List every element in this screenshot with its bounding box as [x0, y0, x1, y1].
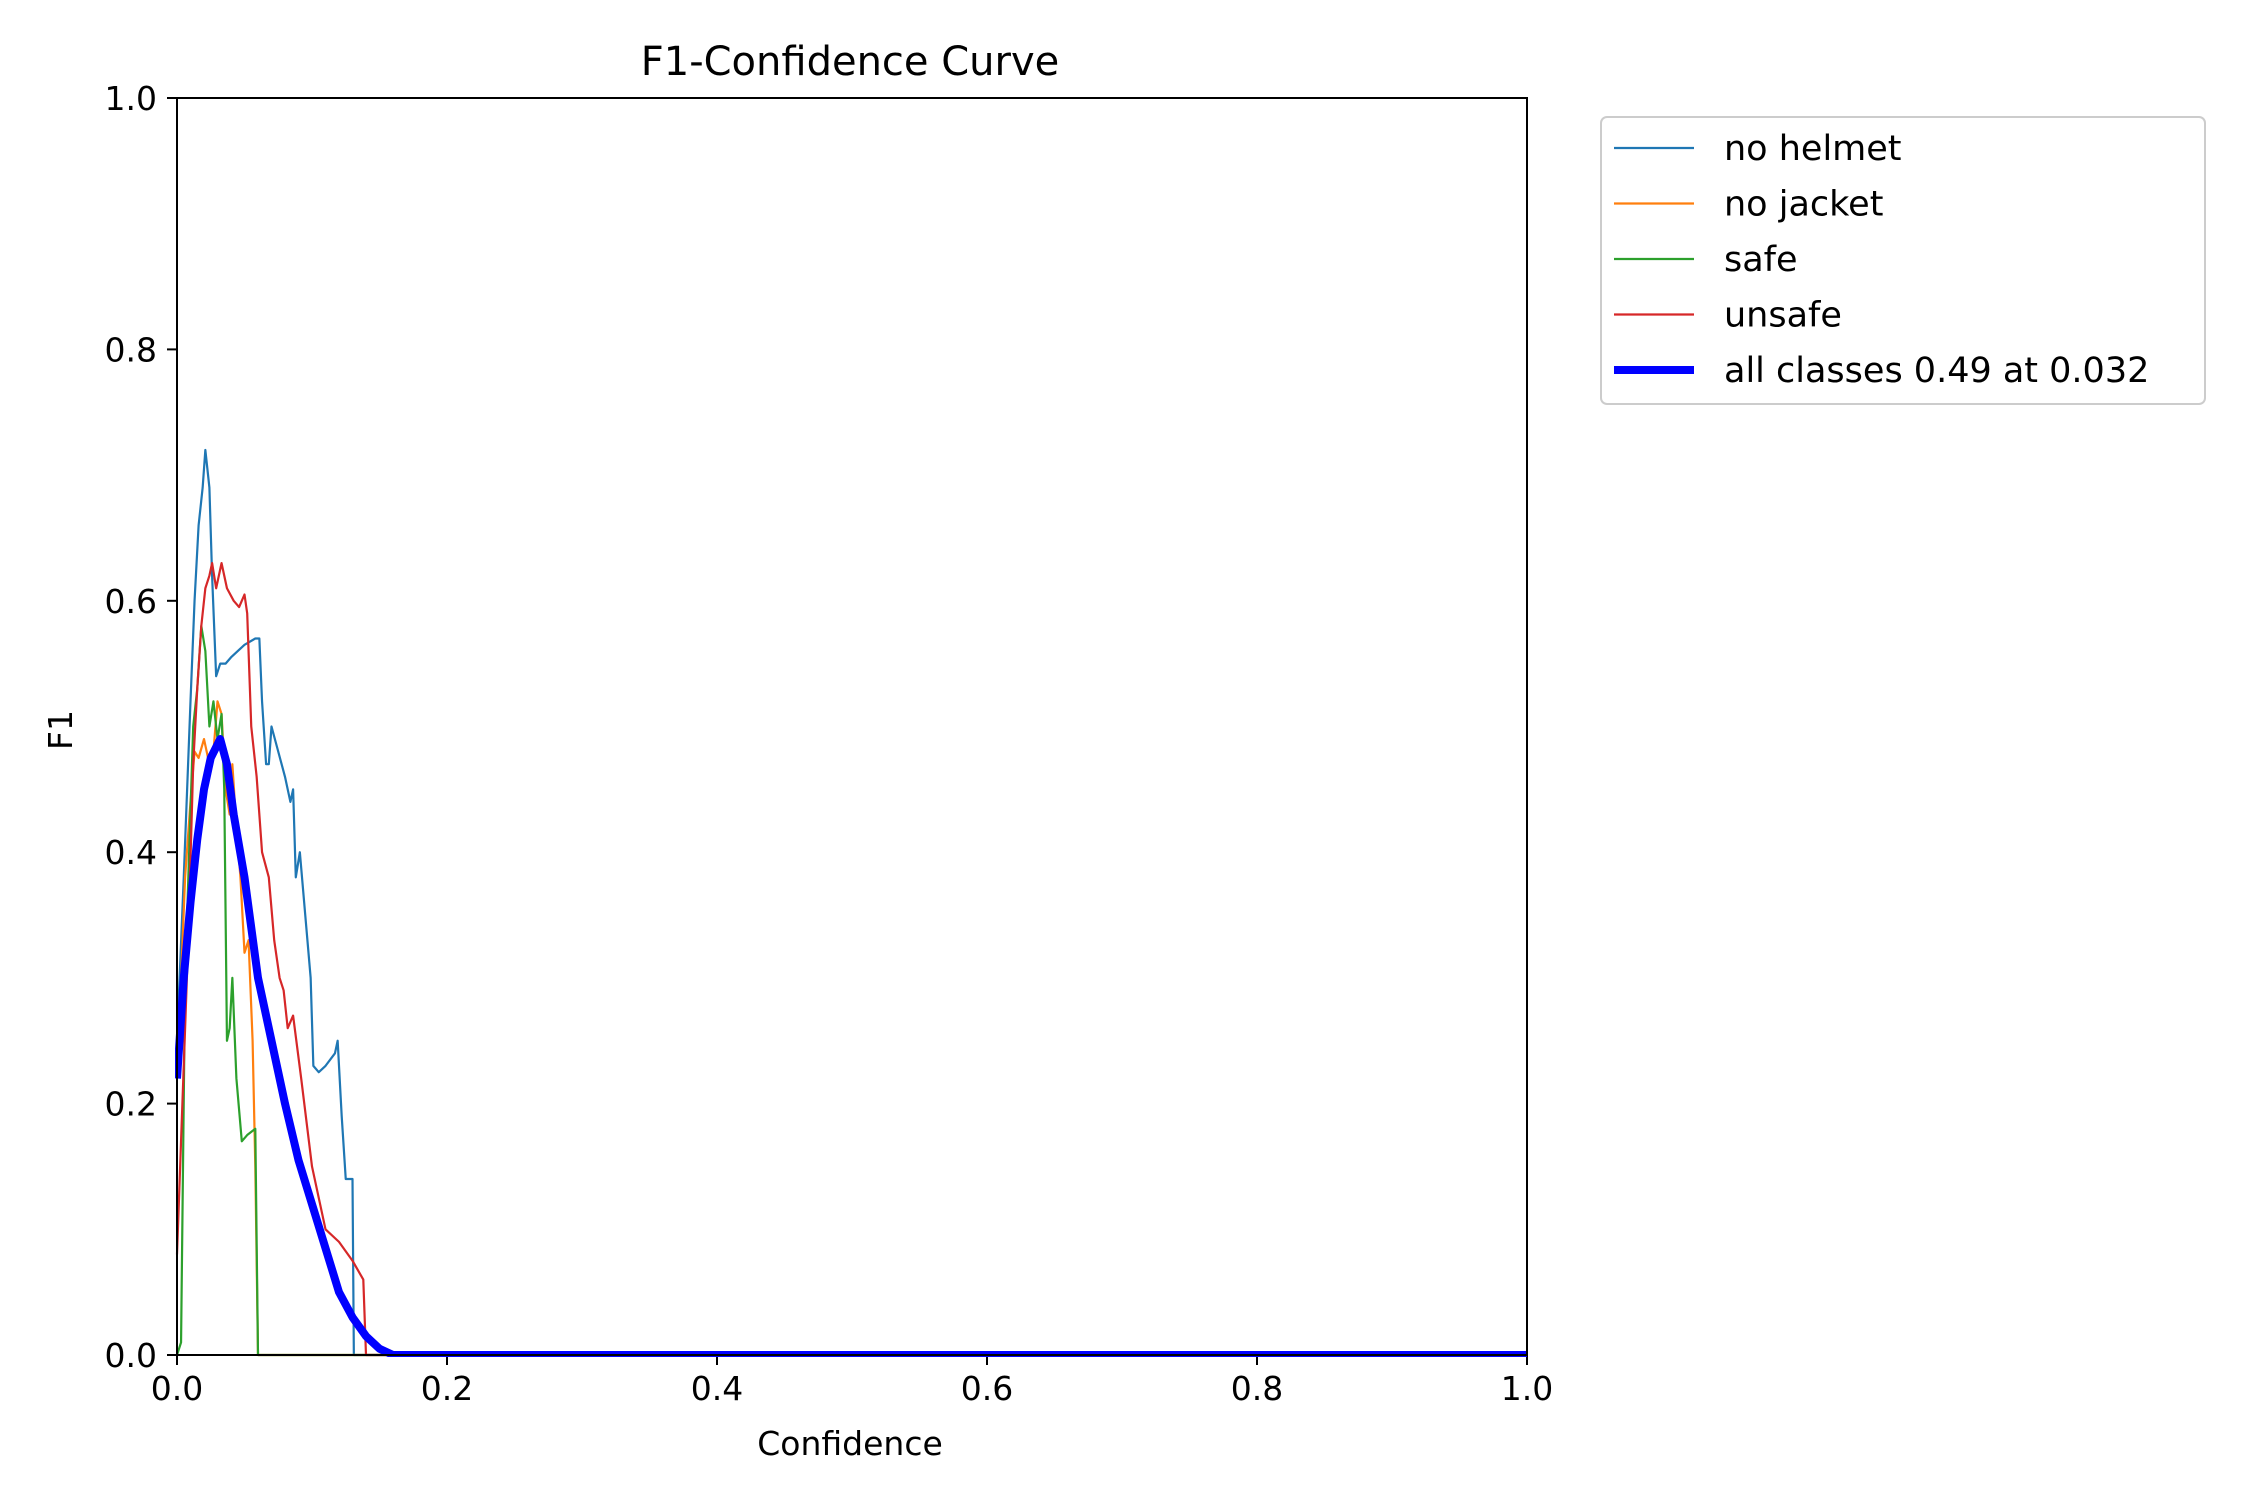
x-tick-label: 0.6	[961, 1369, 1013, 1408]
legend: no helmet no jacket safe unsafe all classes …	[1600, 116, 2206, 405]
series-layer	[175, 448, 1527, 1357]
legend-box	[1600, 116, 2206, 405]
y-tick-label: 0.6	[105, 582, 157, 621]
legend-label: safe	[1724, 240, 1798, 280]
legend-label: unsafe	[1724, 296, 1842, 336]
series-line-unsafe	[175, 561, 1527, 1357]
series-line-safe	[175, 624, 1527, 1357]
y-axis-ticks: 0.0 0.2 0.4 0.6 0.8 1.0	[105, 79, 177, 1375]
legend-label: no jacket	[1724, 185, 1883, 225]
x-tick-label: 1.0	[1501, 1369, 1553, 1408]
legend-label: all classes 0.49 at 0.032	[1724, 351, 2149, 391]
y-tick-label: 0.8	[105, 330, 157, 369]
legend-label: no helmet	[1724, 129, 1902, 169]
x-tick-label: 0.4	[691, 1369, 743, 1408]
series-line-all-classes	[175, 735, 1527, 1357]
x-tick-label: 0.8	[1231, 1369, 1283, 1408]
y-tick-label: 0.4	[105, 833, 157, 872]
plot-area-frame	[176, 97, 1528, 1356]
y-axis-label: F1	[41, 710, 80, 750]
y-tick-label: 0.0	[105, 1336, 157, 1375]
x-tick-label: 0.0	[151, 1369, 203, 1408]
x-tick-label: 0.2	[421, 1369, 473, 1408]
y-tick-label: 1.0	[105, 79, 157, 118]
chart-title: F1-Confidence Curve	[641, 39, 1060, 85]
series-line-no-helmet	[175, 448, 1527, 1357]
x-axis-label: Confidence	[757, 1424, 943, 1463]
x-axis-ticks: 0.0 0.2 0.4 0.6 0.8 1.0	[151, 1355, 1553, 1408]
y-tick-label: 0.2	[105, 1085, 157, 1124]
